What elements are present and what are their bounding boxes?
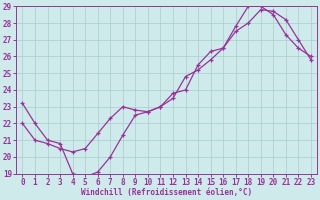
X-axis label: Windchill (Refroidissement éolien,°C): Windchill (Refroidissement éolien,°C) <box>81 188 252 197</box>
